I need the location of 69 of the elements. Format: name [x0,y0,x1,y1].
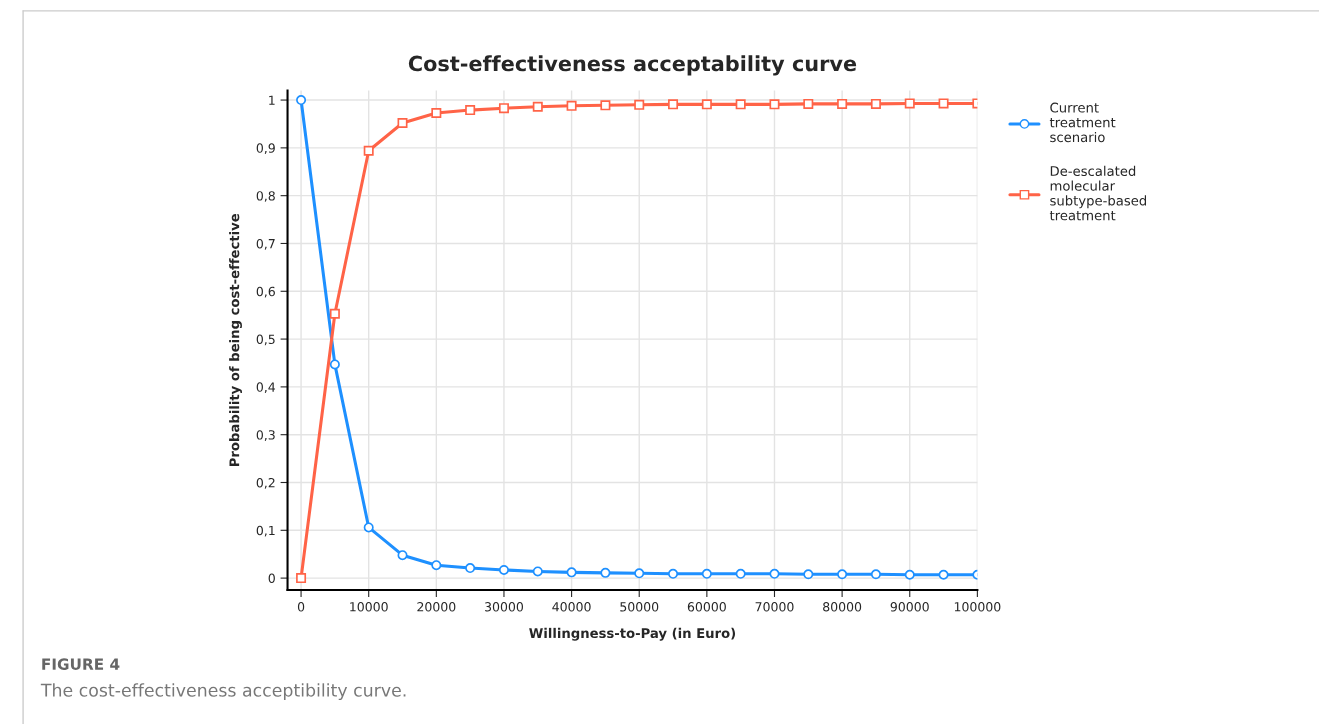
x-tick-label: 30000 [485,602,524,612]
point [566,567,577,578]
point [735,568,746,579]
point [600,100,611,111]
point [600,567,611,578]
y-tick-label: 1 [269,95,275,105]
y-tick-label: 0,5 [256,334,275,346]
point [938,98,949,109]
point [465,105,476,116]
point [668,99,679,110]
point [566,100,577,111]
x-tick-label: 100000 [954,602,1001,612]
x-tick-label: 0 [297,602,305,612]
point [397,550,408,561]
x-tick-label: 40000 [552,602,591,612]
point [532,101,543,112]
point [498,103,509,114]
point [904,98,915,109]
point [870,569,881,580]
point [296,573,307,584]
y-tick-label: 0,9 [256,143,275,155]
point [498,564,509,575]
point [634,99,645,110]
y-tick-label: 0,8 [256,191,275,202]
point [769,99,780,110]
point [465,563,476,574]
point [431,107,442,118]
point [329,359,340,370]
point [837,569,848,580]
x-axis-title: Willingness-to-Pay (in Euro) [529,627,736,641]
point [938,569,949,580]
x-tick-label: 80000 [823,602,862,612]
x-tick-label: 50000 [620,602,659,612]
text: The cost-effectiveness acceptibility curve. [40,683,406,701]
point [296,95,307,106]
x-tick-label: 10000 [350,602,388,612]
x-tick-label: 70000 [755,602,794,612]
point [363,145,374,156]
y-tick-label: 0,4 [256,382,276,394]
point [431,560,442,571]
point [397,118,408,129]
point [769,568,780,579]
x-tick-label: 60000 [687,602,726,612]
point [532,566,543,577]
y-tick-label: 0,3 [256,430,275,441]
y-tick-label: 0 [268,573,275,584]
y-tick-label: 0,2 [256,477,275,489]
x-tick-label: 90000 [890,602,929,612]
point [701,99,712,110]
point [803,569,814,580]
x-tick-label: 20000 [417,602,456,612]
y-tick-label: 0,7 [256,238,275,250]
chart-title: Cost-effectiveness acceptability curve [408,55,857,76]
point [735,99,746,110]
point [904,569,915,580]
legend-label: De-escalated molecular subtype-based treatment [1049,165,1147,221]
caption: FIGURE 4 [42,658,120,670]
point [803,98,814,109]
legend-label: Current treatment scenario [1049,102,1116,143]
y-axis-title: Probability of being cost-effective [229,213,242,467]
point [870,98,881,109]
y-tick-label: 0,1 [256,525,275,537]
point [701,568,712,579]
point [329,308,340,319]
point [668,568,679,579]
point [837,98,848,109]
point [363,522,374,533]
y-tick-label: 0,6 [256,286,275,298]
point [634,568,645,579]
